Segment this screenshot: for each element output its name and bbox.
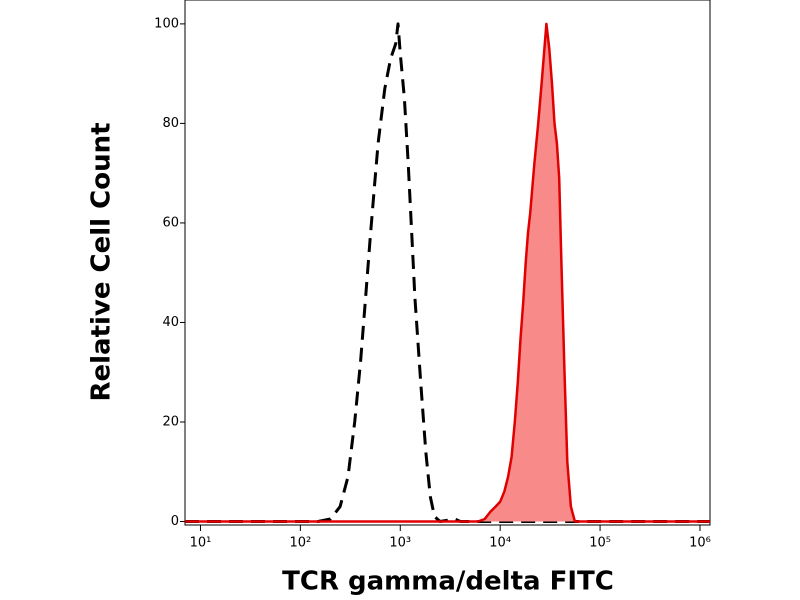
x-tick-label: 10⁶: [689, 536, 711, 551]
y-tick-label: 0: [171, 514, 179, 529]
y-tick-label: 20: [162, 414, 179, 429]
y-tick-label: 40: [162, 315, 179, 330]
y-tick-label: 80: [162, 116, 179, 131]
y-tick-label: 100: [154, 16, 179, 31]
histogram-line: [185, 22, 710, 523]
x-tick-label: 10⁴: [489, 536, 511, 551]
histogram-line: [185, 22, 710, 523]
x-tick-label: 10⁵: [589, 536, 611, 551]
y-tick-label: 60: [162, 215, 179, 230]
x-axis-title: TCR gamma/delta FITC: [282, 567, 614, 597]
plot-frame: [184, 0, 711, 526]
x-tick-label: 10¹: [190, 536, 212, 551]
y-axis-title: Relative Cell Count: [87, 122, 117, 401]
histogram-area: [185, 23, 710, 522]
x-tick-label: 10²: [289, 536, 311, 551]
x-tick-label: 10³: [389, 536, 411, 551]
